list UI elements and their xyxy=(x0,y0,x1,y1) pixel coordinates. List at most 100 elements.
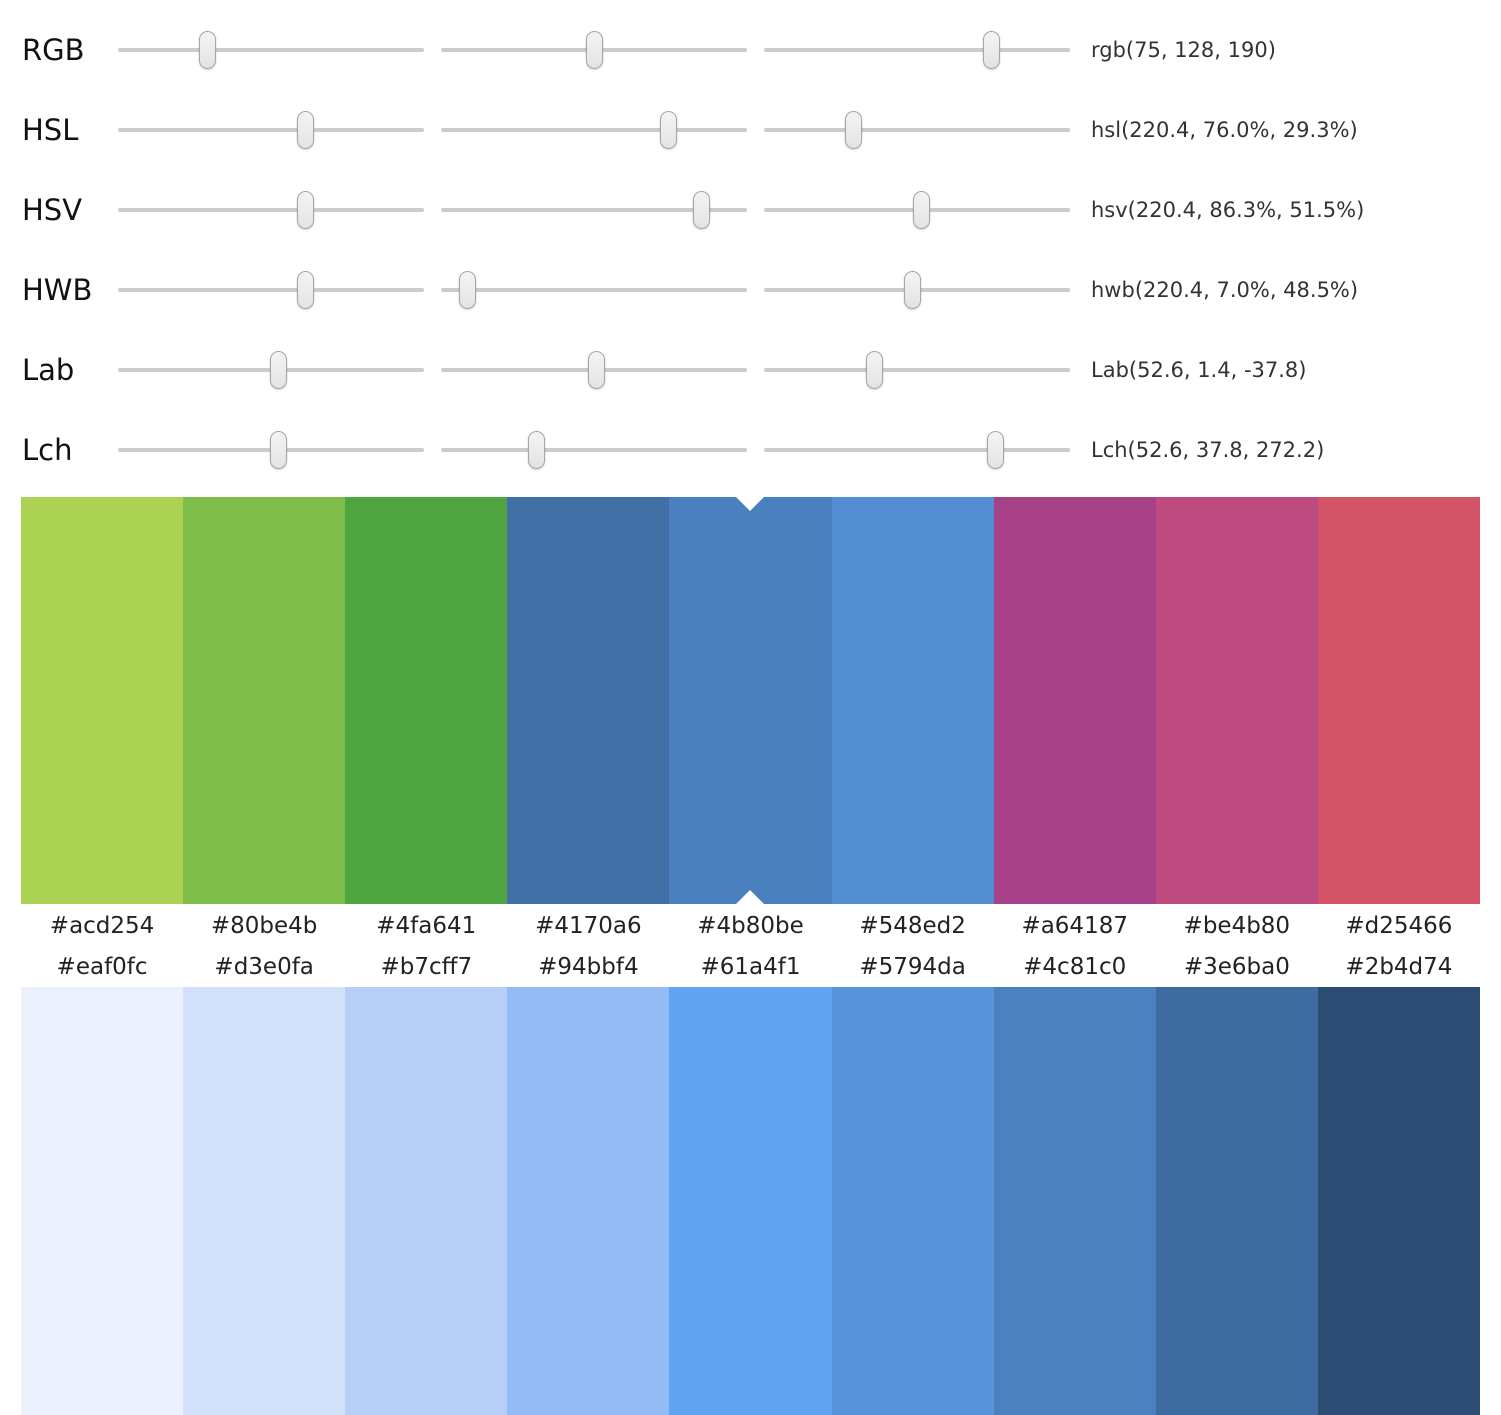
slider-tracks xyxy=(118,271,1070,309)
slider-track-rgb-0[interactable] xyxy=(118,31,424,69)
swatch-hex-label: #d3e0fa xyxy=(214,954,314,980)
color-swatch[interactable] xyxy=(345,987,508,1415)
color-value-text: hsl(220.4, 76.0%, 29.3%) xyxy=(1091,118,1358,142)
color-swatch[interactable] xyxy=(669,497,832,904)
swatch-hex-label: #548ed2 xyxy=(859,912,966,939)
color-value-text: hsv(220.4, 86.3%, 51.5%) xyxy=(1091,198,1365,222)
swatch-hex-label: #b7cff7 xyxy=(380,954,473,980)
slider-thumb[interactable] xyxy=(865,351,883,389)
color-value-text: hwb(220.4, 7.0%, 48.5%) xyxy=(1091,278,1359,302)
color-swatch[interactable] xyxy=(993,497,1156,904)
slider-track-lab-1[interactable] xyxy=(441,351,747,389)
slider-thumb[interactable] xyxy=(913,191,931,229)
color-swatch[interactable] xyxy=(669,987,832,1415)
selected-marker-bottom-icon xyxy=(736,890,765,904)
swatch-hex-label: #94bbf4 xyxy=(538,954,639,980)
swatch-hex-label: #80be4b xyxy=(210,912,318,939)
slider-row-label: HSV xyxy=(22,193,83,227)
color-swatch[interactable] xyxy=(21,497,184,904)
slider-row-label: HWB xyxy=(22,273,93,307)
slider-track-hwb-0[interactable] xyxy=(118,271,424,309)
color-swatch[interactable] xyxy=(183,987,346,1415)
slider-row-hwb: HWB hwb(220.4, 7.0%, 48.5%) xyxy=(0,250,1501,330)
slider-track-hsv-1[interactable] xyxy=(441,191,747,229)
slider-track-lab-2[interactable] xyxy=(764,351,1070,389)
slider-track-lch-1[interactable] xyxy=(441,431,747,469)
shade-palette-labels: #eaf0fc #d3e0fa #b7cff7 #94bbf4 #61a4f1 #5794… xyxy=(21,947,1480,987)
color-swatch[interactable] xyxy=(507,987,670,1415)
slider-thumb[interactable] xyxy=(527,431,545,469)
swatch-hex-label: #d25466 xyxy=(1345,912,1453,939)
swatch-hex-label: #4fa641 xyxy=(376,912,477,939)
slider-row-lch: Lch Lch(52.6, 37.8, 272.2) xyxy=(0,410,1501,490)
swatch-hex-label: #acd254 xyxy=(49,912,155,939)
slider-track-hwb-2[interactable] xyxy=(764,271,1070,309)
color-value-text: Lab(52.6, 1.4, -37.8) xyxy=(1091,358,1307,382)
slider-thumb[interactable] xyxy=(199,31,217,69)
color-swatch[interactable] xyxy=(183,497,346,904)
slider-row-label: Lab xyxy=(22,353,75,387)
slider-track-rgb-1[interactable] xyxy=(441,31,747,69)
slider-thumb[interactable] xyxy=(983,31,1001,69)
slider-thumb[interactable] xyxy=(587,351,605,389)
color-swatch[interactable] xyxy=(21,987,184,1415)
swatch-hex-label: #3e6ba0 xyxy=(1183,954,1290,980)
slider-thumb[interactable] xyxy=(296,191,314,229)
color-swatch[interactable] xyxy=(1155,497,1318,904)
color-swatch[interactable] xyxy=(1317,497,1480,904)
color-value-text: rgb(75, 128, 190) xyxy=(1091,38,1276,62)
hue-palette xyxy=(21,497,1480,904)
slider-row-rgb: RGB rgb(75, 128, 190) xyxy=(0,10,1501,90)
slider-track-hsl-1[interactable] xyxy=(441,111,747,149)
swatch-hex-label: #4b80be xyxy=(697,912,804,939)
swatch-hex-label: #4170a6 xyxy=(535,912,642,939)
slider-thumb[interactable] xyxy=(660,111,678,149)
color-swatch[interactable] xyxy=(1155,987,1318,1415)
hue-palette-labels: #acd254 #80be4b #4fa641 #4170a6 #4b80be #548e… xyxy=(21,904,1480,947)
color-swatch[interactable] xyxy=(831,987,994,1415)
color-swatch[interactable] xyxy=(831,497,994,904)
color-swatch[interactable] xyxy=(1317,987,1480,1415)
swatch-hex-label: #be4b80 xyxy=(1183,912,1291,939)
slider-tracks xyxy=(118,351,1070,389)
slider-thumb[interactable] xyxy=(459,271,477,309)
swatch-hex-label: #4c81c0 xyxy=(1023,954,1127,980)
slider-thumb[interactable] xyxy=(296,111,314,149)
swatch-hex-label: #5794da xyxy=(859,954,966,980)
slider-tracks xyxy=(118,191,1070,229)
slider-track-hsl-2[interactable] xyxy=(764,111,1070,149)
slider-track-lch-2[interactable] xyxy=(764,431,1070,469)
slider-track-hsv-0[interactable] xyxy=(118,191,424,229)
slider-tracks xyxy=(118,431,1070,469)
color-value-text: Lch(52.6, 37.8, 272.2) xyxy=(1091,438,1325,462)
selected-marker-top-icon xyxy=(736,497,765,511)
slider-track-rgb-2[interactable] xyxy=(764,31,1070,69)
swatch-hex-label: #61a4f1 xyxy=(700,954,801,980)
color-swatch[interactable] xyxy=(345,497,508,904)
slider-row-label: HSL xyxy=(22,113,79,147)
slider-thumb[interactable] xyxy=(270,351,288,389)
shade-palette xyxy=(21,987,1480,1415)
slider-thumb[interactable] xyxy=(903,271,921,309)
slider-track-lch-0[interactable] xyxy=(118,431,424,469)
slider-row-label: RGB xyxy=(22,33,85,67)
slider-track-hsl-0[interactable] xyxy=(118,111,424,149)
slider-thumb[interactable] xyxy=(270,431,288,469)
slider-row-label: Lch xyxy=(22,433,73,467)
slider-thumb[interactable] xyxy=(692,191,710,229)
slider-tracks xyxy=(118,31,1070,69)
slider-thumb[interactable] xyxy=(586,31,604,69)
slider-track-lab-0[interactable] xyxy=(118,351,424,389)
slider-track-hwb-1[interactable] xyxy=(441,271,747,309)
slider-row-hsl: HSL hsl(220.4, 76.0%, 29.3%) xyxy=(0,90,1501,170)
slider-panel: RGB rgb(75, 128, 190) HSL hsl(220.4, 76.0%,… xyxy=(0,0,1501,497)
slider-thumb[interactable] xyxy=(296,271,314,309)
slider-thumb[interactable] xyxy=(986,431,1004,469)
color-swatch[interactable] xyxy=(507,497,670,904)
slider-thumb[interactable] xyxy=(845,111,863,149)
color-swatch[interactable] xyxy=(993,987,1156,1415)
swatch-hex-label: #eaf0fc xyxy=(56,954,148,980)
slider-row-hsv: HSV hsv(220.4, 86.3%, 51.5%) xyxy=(0,170,1501,250)
slider-track-hsv-2[interactable] xyxy=(764,191,1070,229)
